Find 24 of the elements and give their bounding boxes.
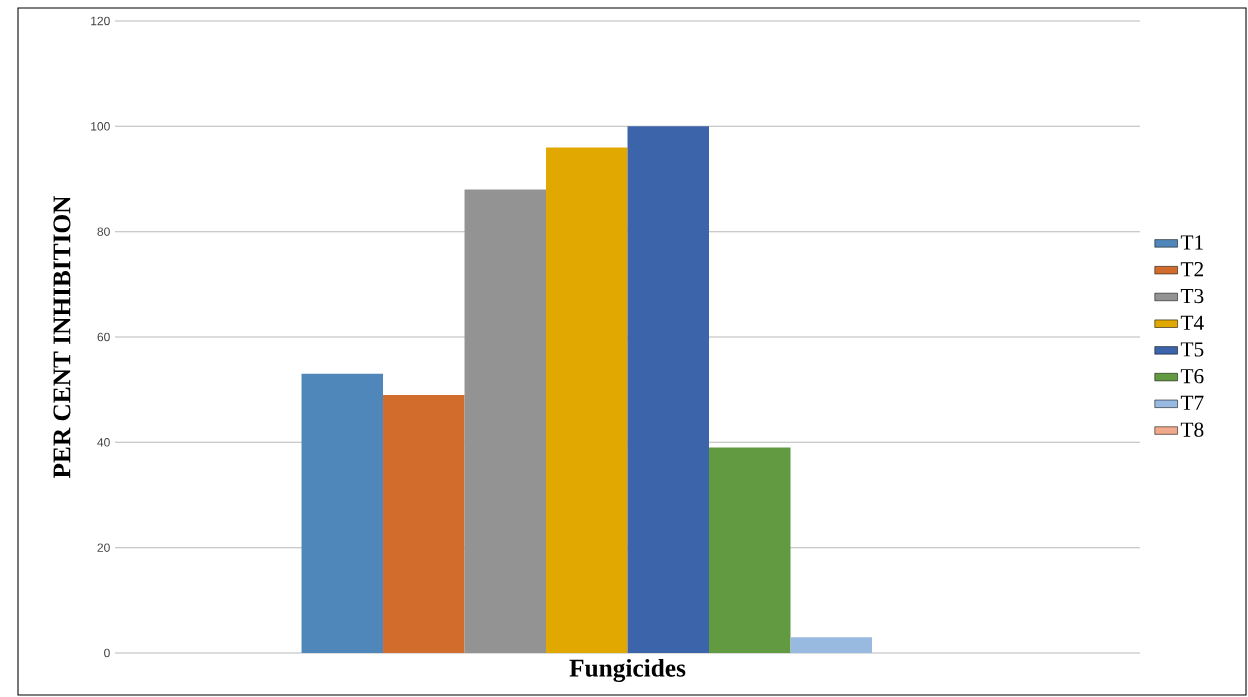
- y-tick-label: 80: [97, 227, 110, 236]
- legend-label: T8: [1180, 422, 1204, 437]
- y-tick-label: 20: [97, 543, 110, 552]
- legend-label: T1: [1180, 235, 1203, 250]
- y-tick-label: 60: [97, 332, 110, 342]
- legend-label: T7: [1180, 395, 1204, 410]
- x-axis-title: Fungicides: [569, 658, 686, 683]
- legend-label: T5: [1180, 342, 1204, 357]
- legend-label: T4: [1180, 315, 1204, 330]
- bar: [627, 126, 709, 653]
- legend-label: T2: [1180, 262, 1204, 277]
- y-axis-title: PER CENT INHIBITION: [53, 195, 71, 479]
- bar: [546, 147, 628, 653]
- bar: [383, 394, 465, 653]
- y-tick-label: 100: [91, 122, 110, 131]
- bar: [790, 637, 872, 653]
- bar: [709, 447, 791, 653]
- bar: [301, 373, 384, 653]
- y-tick-label: 0: [104, 648, 110, 658]
- legend-label: T3: [1180, 288, 1204, 304]
- bar: [464, 189, 547, 653]
- y-tick-label: 120: [91, 16, 110, 26]
- y-tick-label: 40: [97, 438, 110, 447]
- legend-label: T6: [1180, 369, 1204, 384]
